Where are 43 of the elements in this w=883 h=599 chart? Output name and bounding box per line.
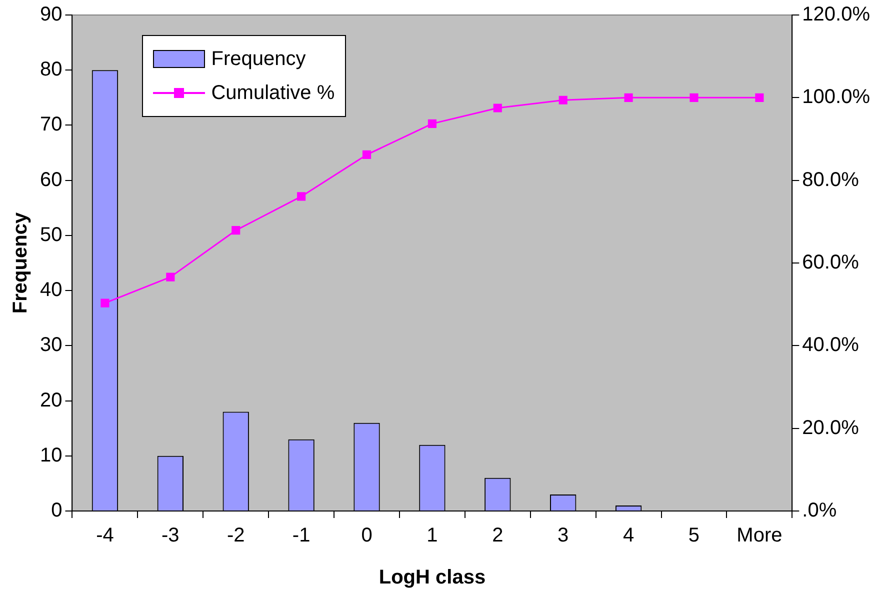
- y-tick-label: 60: [40, 168, 62, 191]
- point: [297, 192, 306, 201]
- point: [493, 104, 502, 112]
- x-tick-label: -3: [162, 524, 180, 547]
- y-tick-label: 20: [40, 389, 62, 412]
- point: [166, 272, 175, 282]
- x-tick-label: More: [736, 524, 782, 547]
- y-tick-label: 40: [40, 279, 62, 302]
- point: [428, 119, 436, 128]
- y-tick-label: 10: [40, 444, 62, 466]
- y2-tick-label: 40.0%: [802, 334, 860, 356]
- y-tick-label: 50: [40, 224, 62, 246]
- point: [232, 226, 240, 235]
- y-tick-label: 90: [40, 4, 62, 26]
- x-tick-label: 3: [558, 524, 569, 547]
- point: [624, 93, 633, 102]
- y-tick-label: 70: [40, 114, 62, 136]
- point: [558, 96, 568, 104]
- y2-tick-label: 120.0%: [802, 4, 870, 26]
- y2-tick-label: 20.0%: [802, 416, 860, 439]
- x-axis-title: LogH class: [378, 566, 486, 589]
- point: [690, 93, 698, 102]
- x-tick-label: -2: [226, 524, 245, 547]
- point: [362, 150, 372, 159]
- x-tick-label: 0: [361, 524, 372, 547]
- x-tick-label: 4: [622, 524, 634, 547]
- legend-label: Cumulative %: [211, 82, 335, 104]
- x-tick-label: 1: [426, 524, 438, 547]
- y2-tick-label: 100.0%: [802, 86, 870, 108]
- x-tick-label: -4: [96, 524, 114, 547]
- point: [100, 298, 110, 308]
- legend-label: Frequency: [211, 48, 306, 70]
- y-tick-label: 80: [40, 58, 62, 81]
- point: [755, 93, 764, 102]
- y2-tick-label: 80.0%: [802, 168, 860, 191]
- y-tick-label: 0: [51, 500, 62, 522]
- y-axis-title: Frequency: [10, 212, 32, 314]
- x-tick-label: 2: [492, 524, 504, 547]
- x-tick-label: 5: [688, 524, 700, 547]
- x-tick-label: -1: [292, 524, 310, 547]
- y-tick-label: 30: [40, 334, 62, 356]
- y2-tick-label: 60.0%: [802, 252, 860, 274]
- y2-tick-label: .0%: [802, 500, 837, 522]
